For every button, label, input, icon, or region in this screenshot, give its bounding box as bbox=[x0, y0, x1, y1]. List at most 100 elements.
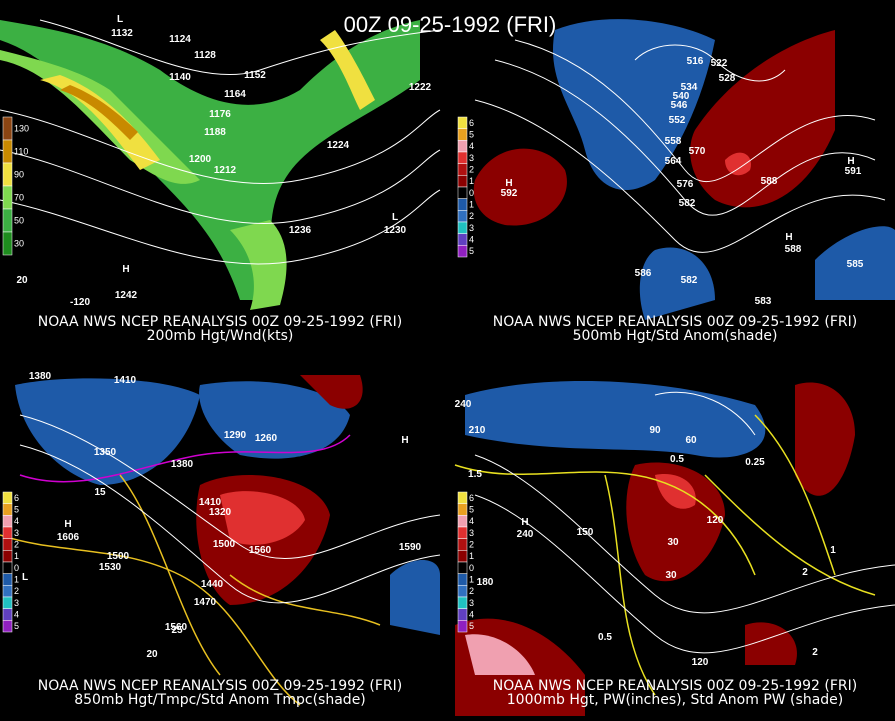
contour-label: 534 bbox=[681, 82, 698, 93]
colorbar-label: 70 bbox=[14, 193, 24, 203]
colorbar-label: 6 bbox=[469, 493, 474, 503]
contour-label: 0.5 bbox=[670, 454, 684, 465]
colorbar-label: 3 bbox=[469, 223, 474, 233]
colorbar-swatch bbox=[2, 162, 13, 187]
colorbar-swatch bbox=[457, 550, 468, 563]
colorbar-swatch bbox=[457, 526, 468, 539]
colorbar-swatch bbox=[457, 608, 468, 621]
contour-label: 1200 bbox=[189, 154, 212, 165]
contour-label: 20 bbox=[16, 275, 28, 286]
contour-label: 588 bbox=[761, 176, 778, 187]
contour-label: 90 bbox=[649, 425, 661, 436]
contour-label: 1224 bbox=[327, 140, 350, 151]
colorbar-swatch bbox=[457, 116, 468, 129]
colorbar-swatch bbox=[457, 140, 468, 153]
colorbar-swatch bbox=[2, 139, 13, 164]
contour-label: 1410 bbox=[199, 497, 222, 508]
anomaly-shade bbox=[725, 152, 751, 176]
colorbar-label: 1 bbox=[14, 551, 19, 561]
contour-label: 240 bbox=[517, 529, 534, 540]
colorbar-swatch bbox=[2, 620, 13, 633]
colorbar-swatch bbox=[2, 503, 13, 516]
contour-label: 1188 bbox=[204, 127, 226, 138]
colorbar-label: 3 bbox=[469, 153, 474, 163]
contour-label: 15 bbox=[94, 487, 106, 498]
wind-shade bbox=[60, 85, 138, 140]
contour-label: 552 bbox=[669, 115, 686, 126]
contour-label: 0.5 bbox=[598, 632, 612, 643]
colorbar-label: 2 bbox=[469, 165, 474, 175]
colorbar-label: 130 bbox=[14, 124, 29, 134]
contours bbox=[474, 391, 895, 654]
contour-label: 582 bbox=[679, 198, 696, 209]
anomaly-shade bbox=[465, 381, 766, 458]
anomaly-shade bbox=[639, 247, 715, 320]
colorbar-swatch bbox=[2, 596, 13, 609]
contour-label: 591 bbox=[845, 166, 862, 177]
pw-contours bbox=[454, 414, 876, 696]
contour-label: H bbox=[847, 156, 854, 167]
colorbar-swatch bbox=[2, 561, 13, 574]
colorbar-label: 3 bbox=[469, 528, 474, 538]
contour-label: 528 bbox=[719, 73, 736, 84]
contour-label: 586 bbox=[635, 268, 652, 279]
colorbar-label: 4 bbox=[469, 610, 474, 620]
contour-label: 0.25 bbox=[745, 457, 765, 468]
title: 00Z 09-25-1992 (FRI) bbox=[344, 12, 557, 37]
contour-label: L bbox=[117, 14, 123, 25]
colorbar-swatch bbox=[457, 186, 468, 199]
colorbar-swatch bbox=[2, 608, 13, 621]
colorbar-label: 1 bbox=[469, 200, 474, 210]
colorbar-swatch bbox=[457, 515, 468, 528]
contour-label: 30 bbox=[665, 570, 677, 581]
contour-label: 585 bbox=[847, 259, 864, 270]
contour-label: 540 bbox=[673, 91, 690, 102]
contour-label: 576 bbox=[677, 179, 694, 190]
contour-label: 1128 bbox=[194, 50, 216, 61]
contour-label: 1320 bbox=[209, 507, 232, 518]
colorbar-label: 4 bbox=[14, 516, 19, 526]
contour-label: H bbox=[64, 519, 71, 530]
caption: NOAA NWS NCEP REANALYSIS 00Z 09-25-1992 … bbox=[493, 678, 857, 694]
colorbar-swatch bbox=[457, 233, 468, 246]
wind-shade bbox=[230, 220, 287, 310]
contour-label: L bbox=[392, 212, 398, 223]
contour-label: 1.5 bbox=[468, 469, 482, 480]
caption: 850mb Hgt/Tmpc/Std Anom Tmpc(shade) bbox=[74, 692, 366, 708]
colorbar-swatch bbox=[2, 573, 13, 586]
contour-label: 1124 bbox=[169, 34, 191, 45]
contour-label: H bbox=[785, 232, 792, 243]
contour-label: H bbox=[521, 517, 528, 528]
colorbar-swatch bbox=[457, 561, 468, 574]
colorbar-label: 3 bbox=[14, 528, 19, 538]
anomaly-shade bbox=[626, 462, 725, 582]
contour-label: 2 bbox=[802, 567, 808, 578]
colorbar-swatch bbox=[2, 208, 13, 233]
contour-label: 546 bbox=[671, 100, 688, 111]
anomaly-shade bbox=[390, 560, 440, 635]
caption: NOAA NWS NCEP REANALYSIS 00Z 09-25-1992 … bbox=[38, 314, 402, 330]
colorbar-label: 2 bbox=[469, 540, 474, 550]
contour-label: 522 bbox=[711, 58, 728, 69]
contour-label: 1176 bbox=[209, 109, 231, 120]
contour-label: 1560 bbox=[165, 622, 188, 633]
colorbar-swatch bbox=[457, 491, 468, 504]
colorbar-label: 90 bbox=[14, 170, 24, 180]
colorbar-swatch bbox=[457, 221, 468, 234]
anomaly-shade bbox=[465, 634, 535, 675]
colorbar-label: 1 bbox=[469, 551, 474, 561]
contour-label: 210 bbox=[469, 425, 486, 436]
contour-label: 120 bbox=[692, 657, 709, 668]
contour-label: 1212 bbox=[214, 165, 237, 176]
contour-label: 1606 bbox=[57, 532, 80, 543]
contour-label: 1590 bbox=[399, 542, 422, 553]
colorbar-label: 6 bbox=[469, 118, 474, 128]
contour-label: 2 bbox=[812, 647, 818, 658]
contours bbox=[19, 414, 441, 604]
colorbar-label: 4 bbox=[469, 235, 474, 245]
colorbar-label: 3 bbox=[469, 598, 474, 608]
anomaly-shade bbox=[552, 19, 715, 191]
colorbar-label: 50 bbox=[14, 216, 24, 226]
colorbar-swatch bbox=[2, 526, 13, 539]
